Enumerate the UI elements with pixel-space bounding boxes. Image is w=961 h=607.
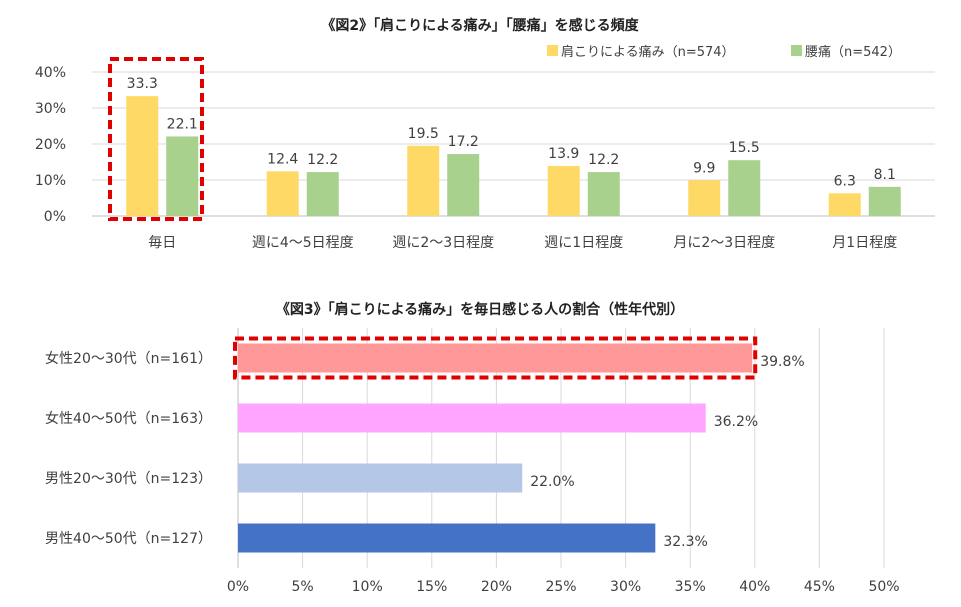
- bar: [728, 160, 761, 216]
- x-tick-label: 5%: [291, 579, 313, 595]
- x-tick-label: 週に4～5日程度: [252, 235, 354, 251]
- bar: [238, 343, 753, 373]
- chart-daily-data-labels: 39.8% 36.2% 22.0% 32.3%: [530, 354, 804, 550]
- data-label: 13.9: [548, 146, 579, 162]
- bar: [238, 523, 656, 553]
- data-label: 15.5: [729, 140, 760, 156]
- bar: [166, 136, 199, 216]
- y-tick-label: 女性20～30代（n=161）: [45, 350, 212, 367]
- data-label: 12.2: [307, 152, 338, 168]
- data-label: 22.1: [167, 116, 198, 132]
- data-label: 12.2: [588, 152, 619, 168]
- x-tick-label: 30%: [610, 579, 641, 595]
- y-tick-label: 0%: [44, 209, 66, 225]
- data-label: 17.2: [448, 134, 479, 150]
- bar: [868, 186, 901, 216]
- chart-daily-title: 《図3》「肩こりによる痛み」を毎日感じる人の割合（性年代別）: [276, 301, 684, 318]
- chart-frequency-data-labels: 33.3 22.1 12.4 12.2 19.5 17.2 13.9 12.2 9.9 15.5 6…: [127, 76, 896, 189]
- chart-daily-bars: [238, 343, 753, 553]
- x-tick-label: 45%: [804, 579, 835, 595]
- chart-frequency-bars: [126, 96, 901, 216]
- data-label: 39.8%: [760, 354, 804, 370]
- chart-frequency-title: 《図2》「肩こりによる痛み」「腰痛」を感じる頻度: [321, 17, 639, 34]
- bar: [238, 403, 706, 433]
- y-tick-label: 30%: [35, 101, 66, 117]
- x-tick-label: 週に1日程度: [544, 235, 623, 251]
- data-label: 9.9: [693, 160, 715, 176]
- chart-daily-by-demographic: 《図3》「肩こりによる痛み」を毎日感じる人の割合（性年代別） 39.8% 36.2…: [45, 301, 900, 595]
- x-tick-label: 15%: [416, 579, 447, 595]
- bar: [266, 171, 299, 216]
- data-label: 8.1: [874, 167, 896, 183]
- data-label: 36.2%: [714, 414, 758, 430]
- x-tick-label: 10%: [352, 579, 383, 595]
- x-tick-label: 毎日: [148, 235, 176, 251]
- x-tick-label: 週に2～3日程度: [392, 235, 494, 251]
- x-tick-label: 25%: [545, 579, 576, 595]
- y-tick-label: 男性20～30代（n=123）: [45, 471, 212, 487]
- data-label: 22.0%: [530, 474, 574, 490]
- x-tick-label: 20%: [481, 579, 512, 595]
- bar: [126, 96, 159, 216]
- legend-label-back: 腰痛（n=542）: [805, 44, 901, 60]
- x-tick-label: 月1日程度: [832, 235, 897, 251]
- x-tick-label: 月に2～3日程度: [673, 235, 775, 251]
- x-tick-label: 35%: [675, 579, 706, 595]
- y-tick-label: 男性40～50代（n=127）: [45, 531, 212, 547]
- data-label: 6.3: [834, 173, 856, 189]
- legend-swatch-back: [791, 45, 802, 56]
- legend-label-shoulder: 肩こりによる痛み（n=574）: [561, 44, 735, 60]
- bar: [447, 154, 480, 216]
- y-tick-label: 10%: [35, 173, 66, 189]
- y-tick-label: 40%: [35, 65, 66, 81]
- chart-daily-x-ticks: 0% 5% 10% 15% 20% 25% 30% 35% 40% 45% 50%: [227, 579, 900, 595]
- x-tick-label: 50%: [868, 579, 899, 595]
- chart-daily-highlight-box: [233, 336, 758, 380]
- bar: [828, 193, 861, 216]
- chart-frequency-legend: 肩こりによる痛み（n=574） 腰痛（n=542）: [547, 44, 901, 60]
- bar: [547, 165, 580, 216]
- y-tick-label: 20%: [35, 137, 66, 153]
- bar: [688, 180, 721, 216]
- chart-frequency-gridlines: [92, 71, 935, 217]
- x-tick-label: 40%: [739, 579, 770, 595]
- data-label: 32.3%: [663, 534, 707, 550]
- chart-frequency: 《図2》「肩こりによる痛み」「腰痛」を感じる頻度 0%10%20%30%40% …: [35, 17, 935, 251]
- data-label: 33.3: [127, 76, 158, 92]
- data-label: 19.5: [408, 126, 439, 142]
- y-tick-label: 女性40～50代（n=163）: [45, 410, 212, 427]
- bar: [407, 145, 440, 216]
- legend-swatch-shoulder: [547, 45, 558, 56]
- bar: [238, 463, 523, 493]
- chart-frequency-highlight-box: [108, 57, 204, 221]
- bar: [306, 172, 339, 216]
- bar: [587, 172, 620, 216]
- chart-frequency-x-ticks: 毎日 週に4～5日程度 週に2～3日程度 週に1日程度 月に2～3日程度 月1日程度: [148, 235, 897, 251]
- x-tick-label: 0%: [227, 579, 249, 595]
- chart-daily-y-ticks: 女性20～30代（n=161） 女性40～50代（n=163） 男性20～30代（n…: [45, 350, 212, 547]
- chart-frequency-y-ticks: 0% 10% 20% 30% 40%: [35, 65, 66, 225]
- data-label: 12.4: [267, 151, 298, 167]
